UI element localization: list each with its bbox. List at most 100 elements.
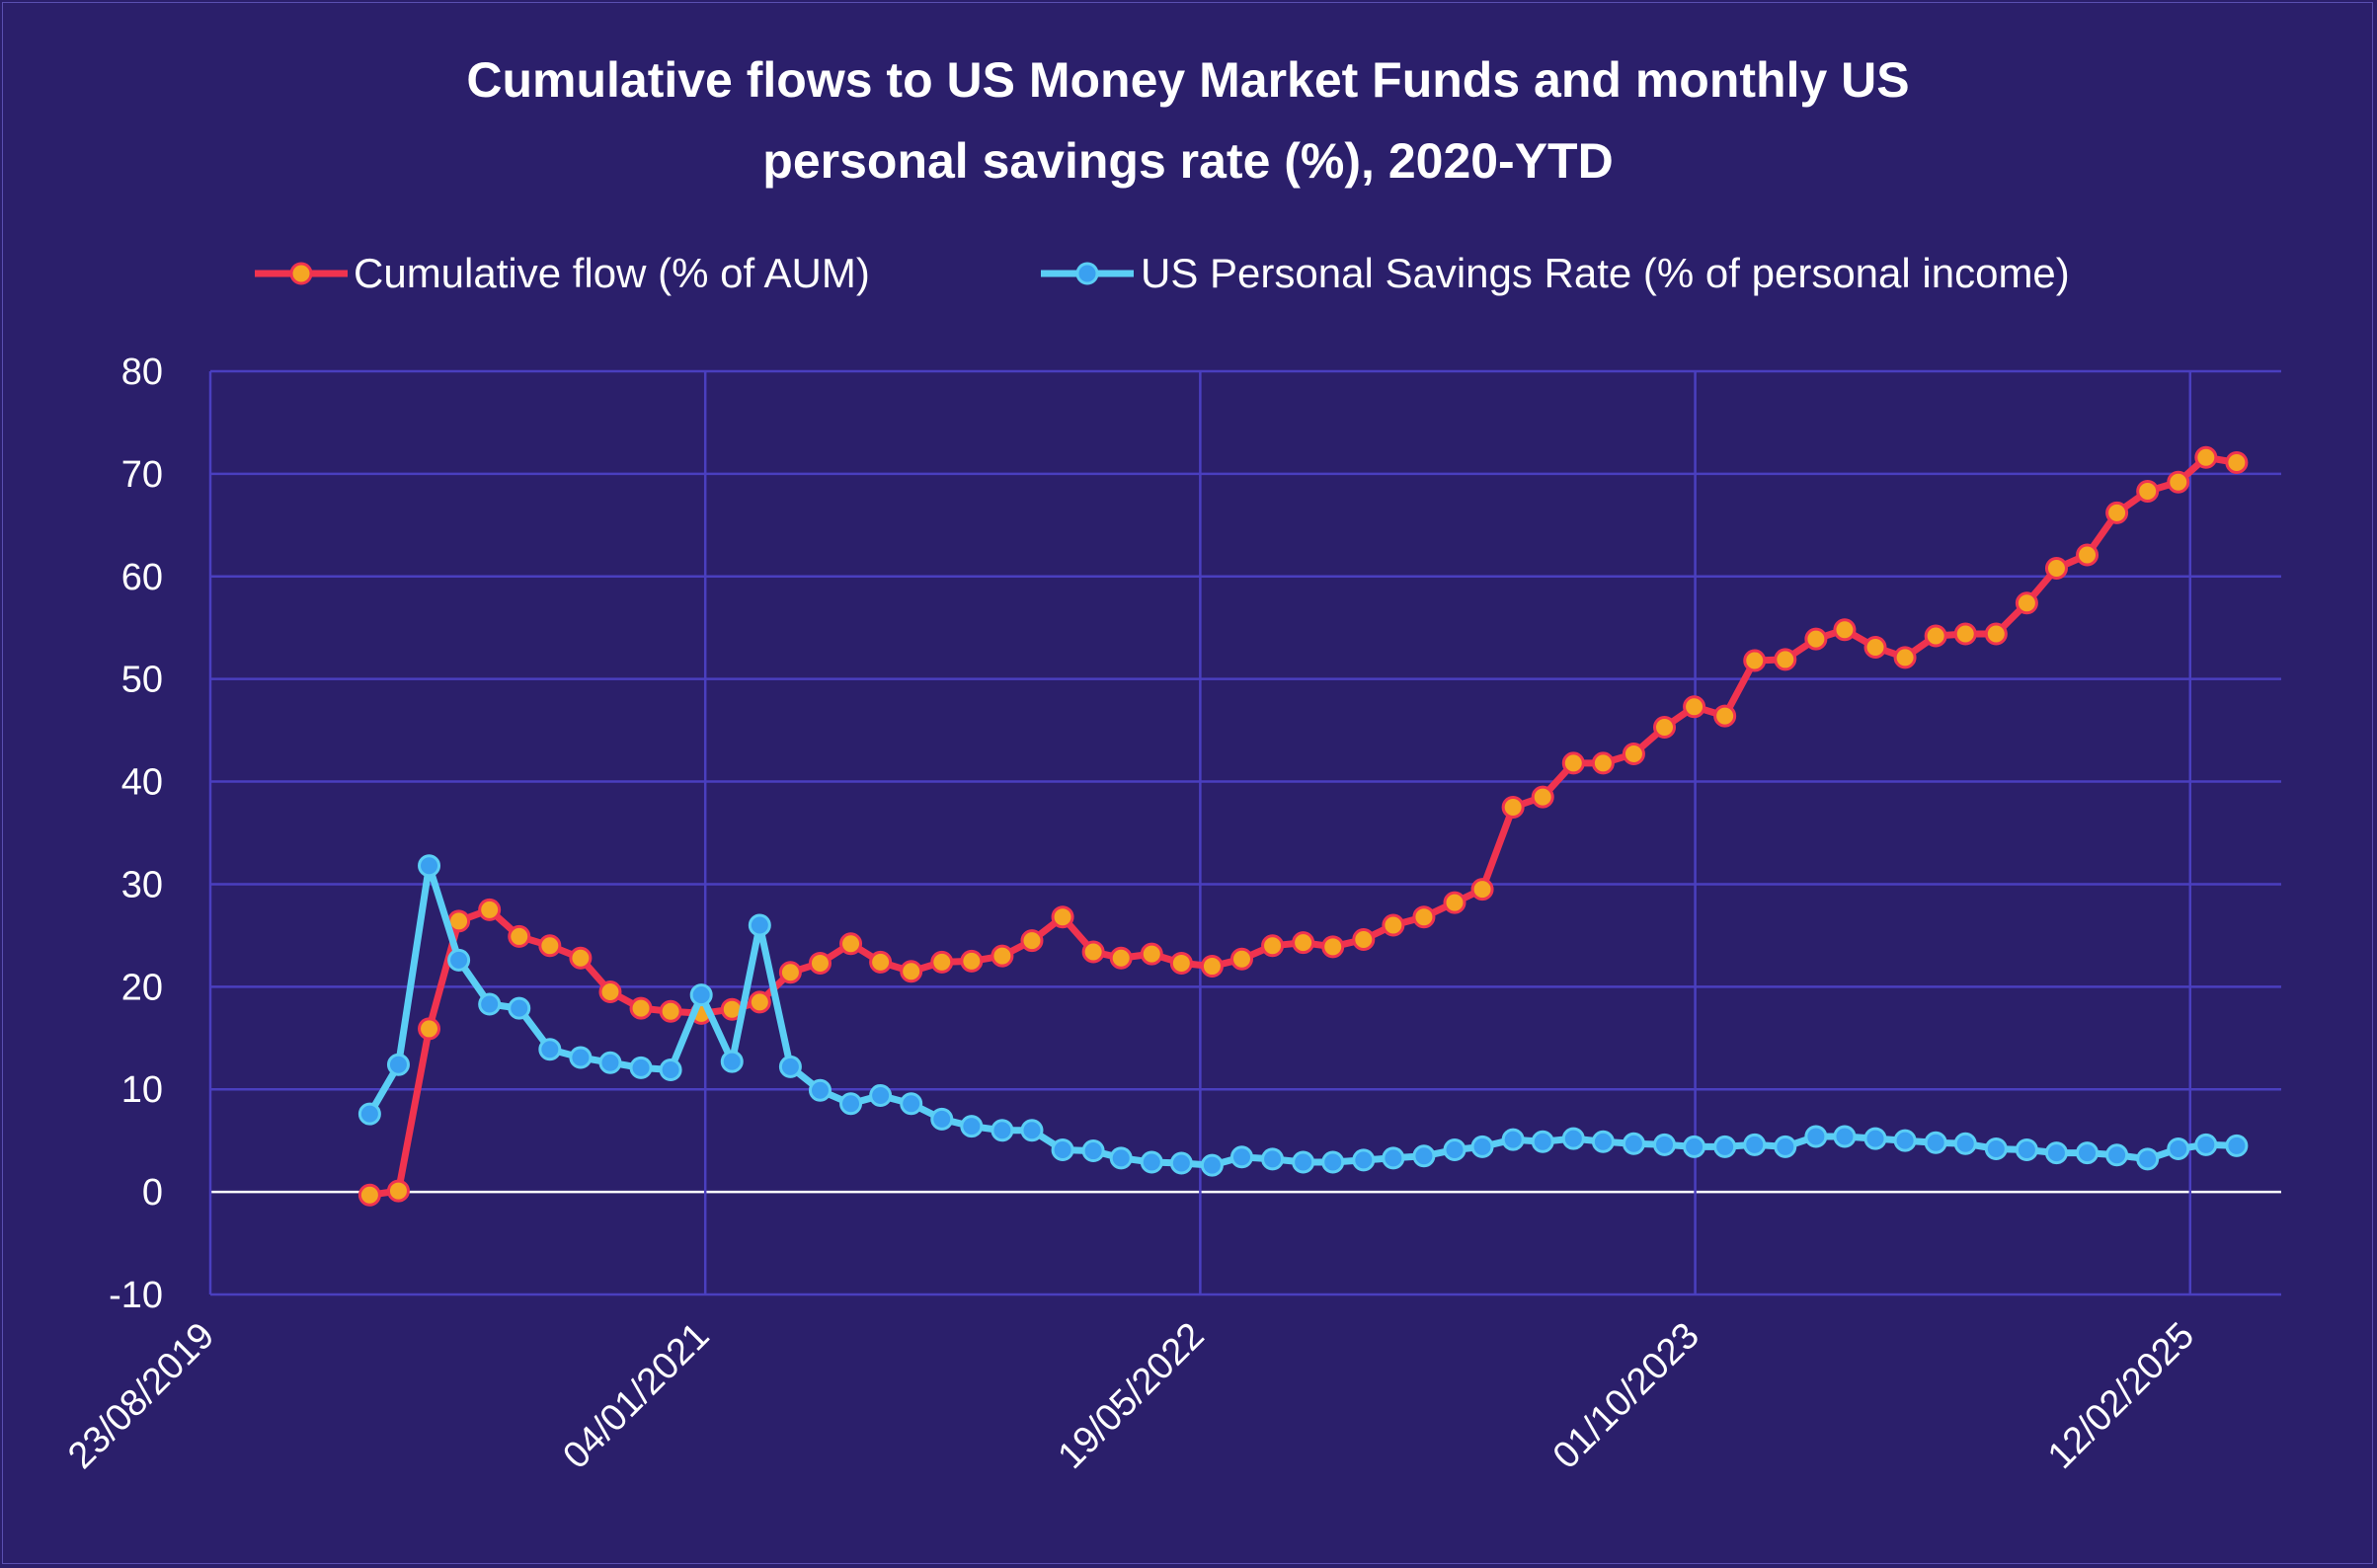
data-point-savings-rate (748, 913, 771, 937)
y-tick-label: 10 (121, 1069, 163, 1111)
data-point-savings-rate (629, 1056, 653, 1079)
data-point-cumulative-flow (808, 951, 832, 975)
data-point-savings-rate (2105, 1143, 2129, 1167)
data-point-savings-rate (418, 854, 441, 878)
data-point-cumulative-flow (1470, 878, 1494, 902)
data-point-savings-rate (960, 1115, 984, 1138)
data-point-savings-rate (1321, 1150, 1345, 1174)
data-point-savings-rate (1653, 1133, 1677, 1156)
data-point-savings-rate (900, 1092, 923, 1116)
data-point-cumulative-flow (629, 996, 653, 1020)
data-point-savings-rate (659, 1058, 682, 1081)
y-tick-label: 30 (121, 864, 163, 905)
data-point-savings-rate (1531, 1130, 1554, 1153)
data-point-savings-rate (1292, 1150, 1315, 1174)
data-point-cumulative-flow (1051, 905, 1074, 929)
legend-item-savings-rate[interactable]: US Personal Savings Rate (% of personal … (1041, 250, 2070, 296)
data-point-cumulative-flow (1140, 942, 1163, 966)
data-point-cumulative-flow (2225, 450, 2249, 474)
legend-item-cumulative-flow[interactable]: Cumulative flow (% of AUM) (255, 250, 870, 296)
data-point-cumulative-flow (569, 946, 593, 970)
series (357, 445, 2249, 1207)
data-point-savings-rate (357, 1102, 381, 1126)
data-point-savings-rate (1200, 1153, 1224, 1177)
data-point-cumulative-flow (659, 999, 682, 1023)
data-point-savings-rate (1561, 1127, 1585, 1150)
data-point-savings-rate (1140, 1150, 1163, 1174)
data-point-savings-rate (2044, 1141, 2068, 1165)
data-point-cumulative-flow (839, 932, 863, 956)
y-tick-label: 60 (121, 557, 163, 598)
data-point-savings-rate (1470, 1135, 1494, 1158)
data-point-cumulative-flow (1109, 946, 1133, 970)
data-point-cumulative-flow (418, 1017, 441, 1041)
series-line-savings-rate (365, 862, 2241, 1169)
data-point-cumulative-flow (1292, 931, 1315, 955)
data-point-savings-rate (1893, 1129, 1917, 1152)
data-point-cumulative-flow (1653, 715, 1677, 739)
data-point-cumulative-flow (960, 949, 984, 973)
data-point-savings-rate (1713, 1135, 1737, 1158)
data-point-savings-rate (1081, 1139, 1105, 1163)
y-tick-label: 0 (142, 1172, 163, 1214)
data-point-cumulative-flow (1804, 627, 1828, 651)
data-point-savings-rate (1020, 1119, 1044, 1142)
x-tick-label: 19/05/2022 (1051, 1315, 1213, 1477)
y-tick-label: 50 (121, 660, 163, 701)
data-point-savings-rate (689, 983, 713, 1007)
data-point-savings-rate (2225, 1134, 2249, 1157)
data-point-savings-rate (2194, 1133, 2218, 1156)
data-point-cumulative-flow (2105, 501, 2129, 524)
data-point-cumulative-flow (1020, 929, 1044, 953)
data-point-savings-rate (2167, 1137, 2190, 1160)
data-point-savings-rate (2015, 1138, 2038, 1162)
data-point-cumulative-flow (1352, 928, 1376, 952)
data-point-cumulative-flow (1774, 648, 1797, 671)
data-point-cumulative-flow (2136, 480, 2160, 504)
data-point-savings-rate (447, 948, 471, 972)
chart-title-line-1: Cumulative flows to US Money Market Fund… (466, 52, 1910, 108)
data-point-savings-rate (1109, 1146, 1133, 1170)
data-point-savings-rate (1924, 1131, 1947, 1154)
series-line-cumulative-flow (365, 453, 2241, 1199)
data-point-cumulative-flow (1561, 751, 1585, 775)
data-point-cumulative-flow (1531, 785, 1554, 809)
data-point-cumulative-flow (508, 924, 531, 948)
data-point-cumulative-flow (1863, 635, 1887, 659)
data-point-savings-rate (839, 1092, 863, 1116)
data-point-savings-rate (869, 1083, 893, 1107)
data-point-savings-rate (569, 1046, 593, 1069)
data-point-cumulative-flow (1081, 940, 1105, 964)
data-point-savings-rate (990, 1119, 1014, 1142)
x-tick-label: 23/08/2019 (60, 1315, 222, 1477)
data-point-cumulative-flow (538, 934, 562, 958)
data-point-savings-rate (1953, 1132, 1977, 1155)
data-point-cumulative-flow (1984, 622, 2008, 646)
data-point-savings-rate (538, 1038, 562, 1061)
data-point-savings-rate (2076, 1141, 2100, 1165)
data-point-savings-rate (1622, 1132, 1645, 1155)
data-point-cumulative-flow (1321, 935, 1345, 959)
data-point-savings-rate (1443, 1138, 1466, 1162)
y-tick-label: 40 (121, 762, 163, 804)
legend[interactable]: Cumulative flow (% of AUM) US Personal S… (255, 250, 2070, 296)
data-point-cumulative-flow (1169, 951, 1193, 975)
y-tick-label: 20 (121, 967, 163, 1008)
data-point-savings-rate (598, 1051, 622, 1074)
data-point-cumulative-flow (900, 960, 923, 983)
x-tick-label: 01/10/2023 (1545, 1315, 1707, 1477)
legend-swatch-marker-cumulative-flow (289, 262, 313, 285)
data-point-cumulative-flow (1200, 955, 1224, 979)
y-tick-label: 80 (121, 352, 163, 393)
data-point-cumulative-flow (2015, 591, 2038, 615)
y-tick-label: -10 (109, 1275, 163, 1316)
data-point-cumulative-flow (2076, 543, 2100, 567)
x-tick-label: 12/02/2025 (2040, 1315, 2202, 1477)
data-point-savings-rate (1683, 1135, 1706, 1158)
data-point-cumulative-flow (478, 898, 502, 921)
data-point-cumulative-flow (1833, 618, 1857, 642)
grid (208, 369, 2281, 1296)
data-point-cumulative-flow (2194, 445, 2218, 469)
